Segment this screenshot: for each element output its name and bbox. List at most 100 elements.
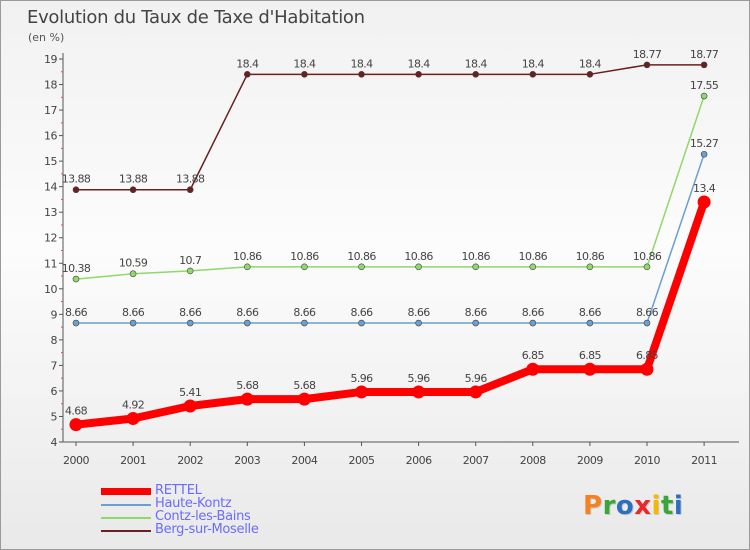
- data-label-rettel: 5.96: [350, 372, 373, 385]
- data-point-berg-sur-moselle: [244, 71, 251, 78]
- x-tick-label: 2011: [691, 454, 717, 467]
- data-label-berg-sur-moselle: 13.88: [62, 173, 91, 186]
- data-label-contz-les-bains: 10.86: [461, 250, 490, 263]
- data-label-contz-les-bains: 10.38: [62, 262, 91, 275]
- data-label-berg-sur-moselle: 18.4: [293, 57, 316, 70]
- data-point-berg-sur-moselle: [529, 71, 537, 78]
- data-label-rettel: 6.85: [636, 349, 659, 362]
- data-point-haute-kontz: [129, 319, 137, 327]
- x-tick-label: 2004: [291, 454, 317, 467]
- data-label-berg-sur-moselle: 18.77: [633, 48, 662, 61]
- data-point-berg-sur-moselle: [358, 71, 365, 78]
- data-point-contz-les-bains: [244, 263, 251, 271]
- data-label-berg-sur-moselle: 18.4: [465, 57, 488, 70]
- data-label-haute-kontz: 8.66: [122, 306, 145, 319]
- data-point-berg-sur-moselle: [301, 71, 308, 78]
- data-point-rettel: [526, 362, 540, 376]
- y-tick-label: 4: [51, 436, 58, 449]
- data-point-berg-sur-moselle: [643, 61, 651, 69]
- x-tick-label: 2002: [177, 454, 203, 467]
- data-point-contz-les-bains: [415, 263, 422, 271]
- data-label-rettel: 5.68: [236, 379, 259, 392]
- data-label-contz-les-bains: 10.86: [576, 250, 605, 263]
- x-tick-label: 2000: [63, 454, 89, 467]
- legend-swatch: [101, 504, 151, 506]
- data-label-haute-kontz: 8.66: [293, 306, 316, 319]
- data-point-haute-kontz: [186, 319, 194, 327]
- data-point-contz-les-bains: [586, 263, 594, 271]
- x-tick-label: 2010: [634, 454, 660, 467]
- data-label-haute-kontz: 8.66: [579, 306, 602, 319]
- y-tick-label: 7: [51, 359, 58, 372]
- y-tick-label: 9: [51, 308, 58, 321]
- data-label-contz-les-bains: 10.86: [290, 250, 319, 263]
- x-tick-label: 2005: [349, 454, 375, 467]
- data-point-rettel: [583, 362, 597, 376]
- y-tick-label: 5: [51, 410, 58, 423]
- logo-letter: o: [615, 491, 635, 521]
- logo-letter: t: [660, 491, 674, 521]
- data-label-rettel: 13.4: [693, 182, 716, 195]
- data-label-rettel: 6.85: [522, 349, 545, 362]
- data-label-contz-les-bains: 17.55: [690, 79, 719, 92]
- series-line-berg-sur-moselle: [75, 64, 705, 191]
- series-line-rettel: [72, 197, 709, 429]
- data-label-contz-les-bains: 10.7: [179, 254, 202, 267]
- data-point-berg-sur-moselle: [129, 186, 137, 194]
- y-tick-label: 19: [44, 53, 57, 66]
- x-tick-label: 2009: [577, 454, 603, 467]
- data-label-berg-sur-moselle: 18.77: [690, 48, 719, 61]
- data-point-rettel: [640, 362, 654, 376]
- data-label-berg-sur-moselle: 18.4: [522, 57, 545, 70]
- data-label-berg-sur-moselle: 13.88: [119, 173, 148, 186]
- data-label-rettel: 5.96: [465, 372, 488, 385]
- x-tick-label: 2003: [234, 454, 260, 467]
- legend-swatch: [101, 488, 151, 495]
- data-point-rettel: [355, 385, 368, 399]
- data-point-contz-les-bains: [643, 263, 651, 271]
- data-point-contz-les-bains: [301, 263, 308, 271]
- data-point-haute-kontz: [72, 319, 80, 327]
- data-point-rettel: [183, 399, 197, 413]
- data-label-haute-kontz: 8.66: [636, 306, 659, 319]
- y-tick-label: 16: [44, 130, 57, 143]
- data-label-haute-kontz: 8.66: [236, 306, 259, 319]
- data-label-contz-les-bains: 10.86: [233, 250, 262, 263]
- data-label-haute-kontz: 8.66: [465, 306, 488, 319]
- data-point-berg-sur-moselle: [700, 61, 708, 69]
- data-label-rettel: 4.68: [65, 405, 88, 418]
- data-point-contz-les-bains: [186, 267, 194, 275]
- data-label-contz-les-bains: 10.59: [119, 257, 148, 270]
- data-point-haute-kontz: [643, 319, 651, 327]
- data-point-contz-les-bains: [700, 92, 708, 100]
- data-label-haute-kontz: 8.66: [179, 306, 202, 319]
- data-point-rettel: [469, 385, 483, 399]
- x-tick-label: 2001: [120, 454, 146, 467]
- data-point-haute-kontz: [358, 319, 365, 327]
- data-label-haute-kontz: 8.66: [522, 306, 545, 319]
- data-point-rettel: [412, 385, 426, 399]
- data-point-rettel: [697, 195, 711, 209]
- data-label-rettel: 6.85: [579, 349, 602, 362]
- y-tick-label: 13: [44, 206, 57, 219]
- data-label-rettel: 5.41: [179, 386, 201, 399]
- data-point-rettel: [240, 392, 254, 406]
- data-point-contz-les-bains: [72, 275, 80, 283]
- data-label-haute-kontz: 8.66: [408, 306, 431, 319]
- data-point-contz-les-bains: [472, 263, 480, 271]
- data-label-berg-sur-moselle: 18.4: [408, 57, 431, 70]
- data-label-haute-kontz: 8.66: [65, 306, 88, 319]
- data-point-haute-kontz: [586, 319, 594, 327]
- data-point-haute-kontz: [529, 319, 537, 327]
- chart-unit-label: (en %): [28, 31, 65, 44]
- legend-label: RETTEL: [155, 483, 202, 498]
- data-point-berg-sur-moselle: [186, 186, 194, 194]
- data-point-rettel: [297, 392, 311, 406]
- data-point-rettel: [69, 418, 83, 432]
- data-point-haute-kontz: [244, 319, 251, 327]
- logo-letter: i: [651, 491, 661, 521]
- y-tick-label: 15: [44, 155, 57, 168]
- data-label-rettel: 5.68: [293, 379, 316, 392]
- data-point-contz-les-bains: [129, 270, 137, 278]
- data-label-rettel: 4.92: [122, 399, 144, 412]
